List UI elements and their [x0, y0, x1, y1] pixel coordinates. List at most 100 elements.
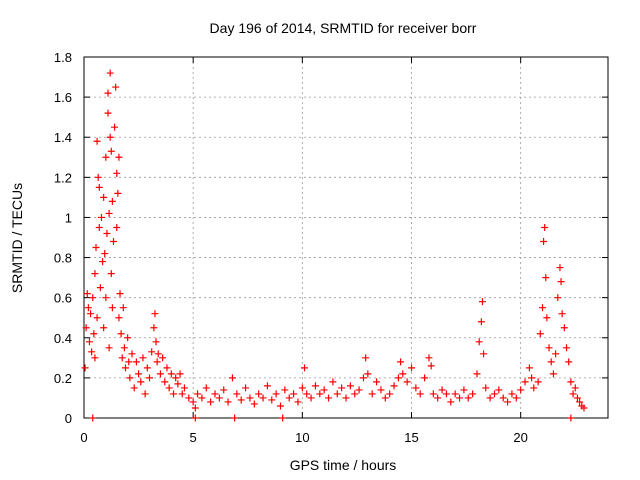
data-point — [237, 396, 245, 404]
y-tick-label: 1.8 — [54, 50, 72, 65]
data-point — [351, 390, 359, 398]
data-point — [120, 344, 128, 352]
data-point — [207, 398, 215, 406]
y-tick-labels: 0 0.2 0.4 0.6 0.8 1 1.2 1.4 1.6 1.8 — [54, 50, 72, 426]
data-point — [148, 348, 156, 356]
data-point — [143, 364, 151, 372]
data-point — [480, 350, 488, 358]
data-point — [311, 382, 319, 390]
data-point — [543, 314, 551, 322]
data-point — [250, 400, 258, 408]
data-point — [573, 394, 581, 402]
data-point — [101, 250, 109, 258]
data-point — [159, 354, 167, 362]
data-point — [95, 183, 103, 191]
y-tick-label: 0.8 — [54, 251, 72, 266]
data-point — [170, 390, 178, 398]
data-point — [464, 394, 472, 402]
data-point — [124, 334, 132, 342]
data-point — [512, 394, 520, 402]
data-point — [211, 390, 219, 398]
data-point — [477, 318, 485, 326]
y-tick-label: 1.6 — [54, 90, 72, 105]
data-point — [103, 229, 111, 237]
data-point — [528, 374, 536, 382]
data-point — [438, 386, 446, 394]
data-point — [220, 386, 228, 394]
data-point — [346, 382, 354, 390]
data-point — [495, 386, 503, 394]
data-point — [83, 290, 91, 298]
data-point — [141, 390, 149, 398]
data-point — [364, 370, 372, 378]
data-point — [285, 394, 293, 402]
data-point — [571, 384, 579, 392]
data-point — [112, 83, 120, 91]
data-point — [569, 390, 577, 398]
data-point — [89, 294, 97, 302]
data-point — [425, 354, 433, 362]
data-point — [421, 374, 429, 382]
data-point — [434, 394, 442, 402]
data-point — [301, 364, 309, 372]
data-point — [390, 382, 398, 390]
y-tick-label: 0.6 — [54, 291, 72, 306]
data-point — [560, 324, 568, 332]
data-point — [316, 390, 324, 398]
data-point — [108, 197, 116, 205]
data-point — [490, 390, 498, 398]
data-point — [486, 394, 494, 402]
data-point — [93, 137, 101, 145]
data-point — [442, 390, 450, 398]
axis-ticks — [83, 56, 608, 419]
data-point — [132, 358, 140, 366]
data-point — [93, 314, 101, 322]
data-point — [277, 402, 284, 410]
data-point — [104, 109, 112, 117]
data-point — [113, 169, 121, 177]
data-point — [88, 348, 96, 356]
data-point — [117, 330, 125, 338]
data-point — [189, 398, 197, 406]
data-point — [125, 358, 133, 366]
data-point — [329, 378, 337, 386]
data-point — [427, 362, 435, 370]
data-point — [107, 147, 115, 155]
data-point — [152, 338, 160, 346]
data-point — [565, 358, 573, 366]
data-point — [102, 153, 110, 161]
x-tick-label: 15 — [404, 430, 418, 445]
gridlines — [84, 57, 608, 418]
data-point — [135, 370, 143, 378]
y-axis-title: SRMTID / TECUs — [9, 183, 25, 293]
y-tick-label: 0.2 — [54, 371, 72, 386]
data-point — [106, 69, 114, 77]
data-point — [359, 374, 367, 382]
data-point — [294, 398, 302, 406]
data-point — [246, 394, 254, 402]
data-point — [362, 354, 370, 362]
data-point — [473, 370, 481, 378]
data-point — [104, 89, 112, 97]
data-point — [554, 294, 562, 302]
y-tick-label: 0 — [65, 411, 72, 426]
data-point — [386, 390, 394, 398]
data-point — [545, 344, 553, 352]
data-point — [408, 364, 415, 372]
data-point — [576, 398, 584, 406]
y-tick-label: 1 — [65, 210, 72, 225]
data-point — [368, 390, 376, 398]
data-point — [320, 386, 328, 394]
data-point — [233, 390, 241, 398]
data-point — [178, 390, 186, 398]
data-point — [202, 384, 210, 392]
data-point — [399, 370, 407, 378]
data-point — [451, 390, 459, 398]
data-point — [174, 380, 182, 388]
data-point — [542, 274, 550, 282]
x-tick-label: 10 — [295, 430, 309, 445]
data-point — [355, 386, 363, 394]
data-point — [460, 386, 468, 394]
data-point — [102, 294, 110, 302]
